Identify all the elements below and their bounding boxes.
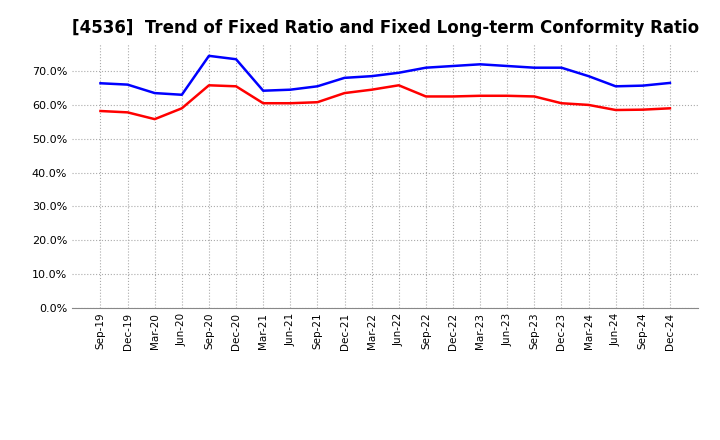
Fixed Long-term Conformity Ratio — [259, 101, 268, 106]
Fixed Ratio — [611, 84, 620, 89]
Fixed Ratio — [341, 75, 349, 81]
Line: Fixed Long-term Conformity Ratio: Fixed Long-term Conformity Ratio — [101, 85, 670, 119]
Fixed Ratio — [530, 65, 539, 70]
Fixed Long-term Conformity Ratio — [150, 117, 159, 122]
Fixed Long-term Conformity Ratio — [611, 107, 620, 113]
Fixed Ratio — [286, 87, 294, 92]
Fixed Ratio — [232, 57, 240, 62]
Fixed Long-term Conformity Ratio — [665, 106, 674, 111]
Title: [4536]  Trend of Fixed Ratio and Fixed Long-term Conformity Ratio: [4536] Trend of Fixed Ratio and Fixed Lo… — [71, 19, 699, 37]
Fixed Ratio — [503, 63, 511, 69]
Fixed Ratio — [421, 65, 430, 70]
Fixed Long-term Conformity Ratio — [178, 106, 186, 111]
Fixed Long-term Conformity Ratio — [204, 83, 213, 88]
Fixed Ratio — [313, 84, 322, 89]
Fixed Long-term Conformity Ratio — [530, 94, 539, 99]
Fixed Long-term Conformity Ratio — [313, 99, 322, 105]
Fixed Long-term Conformity Ratio — [503, 93, 511, 99]
Fixed Ratio — [557, 65, 566, 70]
Fixed Long-term Conformity Ratio — [476, 93, 485, 99]
Fixed Long-term Conformity Ratio — [96, 108, 105, 114]
Fixed Long-term Conformity Ratio — [367, 87, 376, 92]
Fixed Long-term Conformity Ratio — [232, 84, 240, 89]
Fixed Ratio — [259, 88, 268, 93]
Fixed Ratio — [204, 53, 213, 59]
Fixed Long-term Conformity Ratio — [341, 91, 349, 96]
Fixed Ratio — [123, 82, 132, 87]
Fixed Ratio — [639, 83, 647, 88]
Fixed Ratio — [584, 73, 593, 79]
Fixed Ratio — [665, 80, 674, 85]
Fixed Long-term Conformity Ratio — [584, 102, 593, 107]
Fixed Ratio — [178, 92, 186, 97]
Fixed Long-term Conformity Ratio — [123, 110, 132, 115]
Fixed Long-term Conformity Ratio — [639, 107, 647, 112]
Fixed Long-term Conformity Ratio — [395, 83, 403, 88]
Fixed Ratio — [395, 70, 403, 75]
Fixed Ratio — [449, 63, 457, 69]
Fixed Ratio — [150, 91, 159, 96]
Fixed Long-term Conformity Ratio — [286, 101, 294, 106]
Fixed Ratio — [367, 73, 376, 79]
Fixed Long-term Conformity Ratio — [557, 101, 566, 106]
Fixed Ratio — [96, 81, 105, 86]
Fixed Ratio — [476, 62, 485, 67]
Line: Fixed Ratio: Fixed Ratio — [101, 56, 670, 95]
Fixed Long-term Conformity Ratio — [421, 94, 430, 99]
Fixed Long-term Conformity Ratio — [449, 94, 457, 99]
